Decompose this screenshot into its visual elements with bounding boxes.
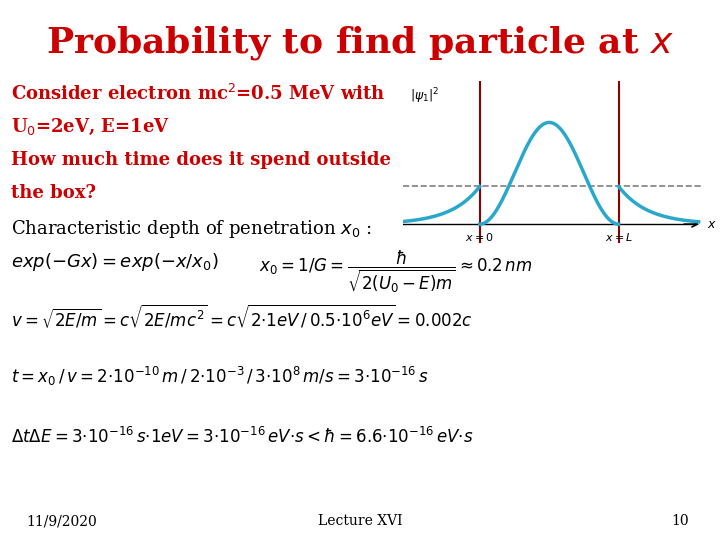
Text: Probability to find particle at $x$: Probability to find particle at $x$ xyxy=(46,24,674,62)
Text: $|\psi_1|^2$: $|\psi_1|^2$ xyxy=(410,86,439,105)
Text: $t = x_0\,/\,v = 2{\cdot}10^{-10}\,m\,/\,2{\cdot}10^{-3}\,/\,3{\cdot}10^8\,m/s =: $t = x_0\,/\,v = 2{\cdot}10^{-10}\,m\,/\… xyxy=(11,364,428,388)
Text: $x = 0$: $x = 0$ xyxy=(465,231,494,243)
Text: 11/9/2020: 11/9/2020 xyxy=(26,514,96,528)
Text: Lecture XVI: Lecture XVI xyxy=(318,514,402,528)
Text: the box?: the box? xyxy=(11,184,96,202)
Text: $\mathit{exp(-Gx)=exp(-x/x_0)}$: $\mathit{exp(-Gx)=exp(-x/x_0)}$ xyxy=(11,251,218,273)
Text: $x_0 = 1/G = \dfrac{\hbar}{\sqrt{2(U_0 - E)m}} \approx 0.2\,nm$: $x_0 = 1/G = \dfrac{\hbar}{\sqrt{2(U_0 -… xyxy=(259,248,532,295)
Text: Characteristic depth of penetration $x_0$ :: Characteristic depth of penetration $x_0… xyxy=(11,218,372,240)
Bar xyxy=(480,73,618,247)
Text: How much time does it spend outside: How much time does it spend outside xyxy=(11,151,391,168)
Text: $\Delta t \Delta E = 3{\cdot}10^{-16}\,s{\cdot}1eV = 3{\cdot}10^{-16}\,eV{\cdot}: $\Delta t \Delta E = 3{\cdot}10^{-16}\,s… xyxy=(11,427,473,447)
Text: U$_0$=2eV, E=1eV: U$_0$=2eV, E=1eV xyxy=(11,117,170,137)
Text: 10: 10 xyxy=(672,514,689,528)
Text: $x$: $x$ xyxy=(707,218,717,231)
Text: $x = L$: $x = L$ xyxy=(605,231,633,243)
Text: $v = \sqrt{2E/m} = c\sqrt{2E/mc^2} = c\sqrt{2{\cdot}1eV\,/\,0.5{\cdot}10^6eV} = : $v = \sqrt{2E/m} = c\sqrt{2E/mc^2} = c\s… xyxy=(11,302,472,330)
Text: Consider electron mc$^2$=0.5 MeV with: Consider electron mc$^2$=0.5 MeV with xyxy=(11,84,385,104)
